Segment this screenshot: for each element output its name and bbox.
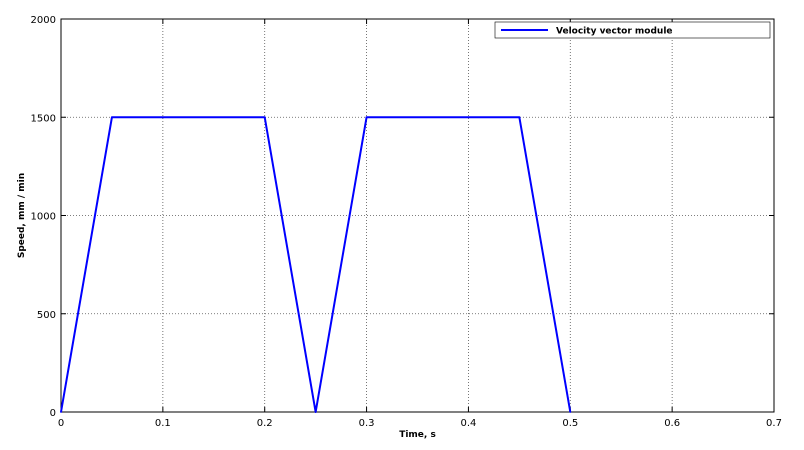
y-tick-label: 500 [37,310,56,321]
x-tick-label: 0.3 [359,418,375,429]
x-tick-label: 0.6 [664,418,680,429]
data-point [518,116,521,119]
x-tick-label: 0.2 [257,418,273,429]
y-axis-label: Speed, mm / min [17,173,27,258]
data-point [569,411,572,413]
series-line-0 [60,116,572,413]
grid-lines [61,19,774,412]
legend-entry-velocity-vector-module: Velocity vector module [556,27,673,37]
x-tick-label: 0.5 [562,418,578,429]
y-tick-label: 0 [50,408,56,419]
y-tick-label: 2000 [31,15,56,26]
x-tick-label: 0.1 [155,418,171,429]
x-tick-labels: 0 0.1 0.2 0.3 0.4 0.5 0.6 0.7 [58,418,782,429]
y-tick-label: 1500 [31,113,56,124]
series-group [60,116,572,413]
y-tick-labels: 0 500 1000 1500 2000 [31,15,56,419]
data-point [365,116,368,119]
data-point [314,411,317,413]
y-tick-label: 1000 [31,212,56,223]
data-point [111,116,113,119]
data-point [60,411,62,413]
data-point [263,116,266,119]
legend: Velocity vector module [494,21,771,39]
x-tick-label: 0.7 [766,418,782,429]
x-axis-label: Time, s [399,430,436,440]
legend-box [494,21,771,39]
x-tick-label: 0.4 [460,418,476,429]
x-tick-label: 0 [58,418,64,429]
